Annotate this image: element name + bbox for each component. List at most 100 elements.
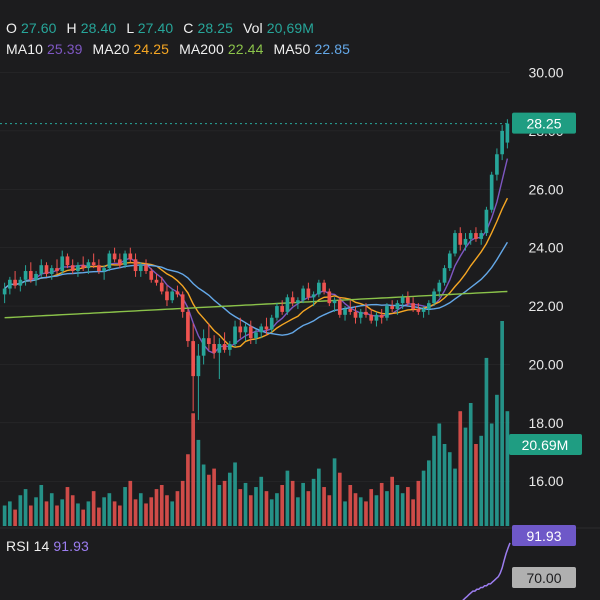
volume-bar xyxy=(107,493,112,526)
volume-bar xyxy=(34,497,38,526)
candle xyxy=(49,265,54,280)
volume-bar xyxy=(280,485,285,526)
price-tick-label: 24.00 xyxy=(528,240,563,256)
volume-bar xyxy=(60,499,65,526)
ma20-value: 24.25 xyxy=(133,41,170,57)
candle-body xyxy=(301,288,305,301)
candle xyxy=(406,291,410,307)
candle-body xyxy=(280,306,285,312)
candle xyxy=(474,227,478,242)
candle xyxy=(337,297,342,318)
volume-bar xyxy=(23,489,28,526)
candle xyxy=(55,259,59,274)
candle-body xyxy=(2,288,7,295)
volume-bar xyxy=(222,480,227,526)
ma10-value: 25.39 xyxy=(46,41,83,57)
candle-body xyxy=(400,297,405,304)
candle xyxy=(118,253,122,269)
volume-bar xyxy=(175,491,180,526)
candle xyxy=(379,308,384,324)
candle xyxy=(374,311,379,327)
volume-bar xyxy=(505,411,510,526)
volume-bar xyxy=(337,472,342,526)
volume-bar xyxy=(269,499,274,526)
candle-body xyxy=(437,282,442,292)
candle-body xyxy=(65,256,70,266)
candle xyxy=(390,300,394,312)
candle xyxy=(233,320,237,347)
candle-body xyxy=(60,256,65,272)
candle-body xyxy=(332,300,337,304)
candle xyxy=(385,303,389,321)
open-label: O xyxy=(6,20,17,36)
volume-bar xyxy=(149,497,154,526)
volume-bar xyxy=(76,503,80,526)
volume-bar xyxy=(495,394,499,526)
candle-body xyxy=(395,303,400,309)
candle-body xyxy=(505,123,510,143)
volume-bar xyxy=(432,435,436,526)
candle-body xyxy=(421,308,426,312)
volume-bar xyxy=(406,487,410,526)
rsi-value-label: 91.93 xyxy=(526,528,561,544)
candle xyxy=(306,282,311,301)
volume-bar xyxy=(254,487,258,526)
candle-body xyxy=(118,259,122,266)
candle-body xyxy=(97,265,101,272)
candle xyxy=(343,306,347,321)
candle-body xyxy=(133,259,138,272)
candle-body xyxy=(411,303,415,309)
volume-bar xyxy=(191,413,195,526)
candle xyxy=(437,279,442,298)
volume-bar xyxy=(358,497,363,526)
candle xyxy=(144,259,148,274)
candle xyxy=(317,279,321,298)
candle xyxy=(348,300,353,315)
candle xyxy=(238,317,243,339)
candle-body xyxy=(285,297,290,312)
candle-body xyxy=(196,355,201,377)
volume-bar xyxy=(128,480,133,526)
candle-body xyxy=(489,174,494,210)
candle xyxy=(453,230,457,257)
candle-body xyxy=(44,265,49,274)
candle xyxy=(102,265,106,280)
candle xyxy=(416,303,421,315)
candle-body xyxy=(165,291,169,301)
candlesticks[interactable] xyxy=(2,119,510,420)
candle-body xyxy=(212,344,216,353)
volume-bar xyxy=(317,468,321,526)
volume-bar xyxy=(123,487,127,526)
volume-bar xyxy=(385,491,389,526)
volume-bar xyxy=(86,501,91,526)
candle-body xyxy=(222,344,227,350)
candle-body xyxy=(191,341,195,377)
candle-body xyxy=(227,344,232,350)
candle-body xyxy=(233,326,237,345)
candle xyxy=(201,329,206,365)
volume-bar xyxy=(207,474,211,526)
volume-bar xyxy=(13,509,17,526)
candle-body xyxy=(28,271,33,280)
candle-body xyxy=(86,262,91,269)
candle-body xyxy=(102,268,106,272)
candle-body xyxy=(254,332,258,339)
volume-bar xyxy=(411,499,415,526)
candle-body xyxy=(290,297,295,304)
volume-bar xyxy=(479,435,484,526)
volume-bar xyxy=(28,505,33,526)
candle-body xyxy=(159,282,164,292)
candle xyxy=(254,329,258,345)
candle-body xyxy=(107,253,112,269)
volume-bar xyxy=(91,491,96,526)
candle-body xyxy=(170,291,175,301)
candle-body xyxy=(364,311,368,315)
volume-bar xyxy=(65,487,70,526)
volume-bar xyxy=(212,468,216,526)
candle xyxy=(400,294,405,309)
volume-bar xyxy=(416,480,421,526)
volume-bar xyxy=(133,499,138,526)
candle xyxy=(23,265,28,286)
volume-bar xyxy=(170,501,175,526)
